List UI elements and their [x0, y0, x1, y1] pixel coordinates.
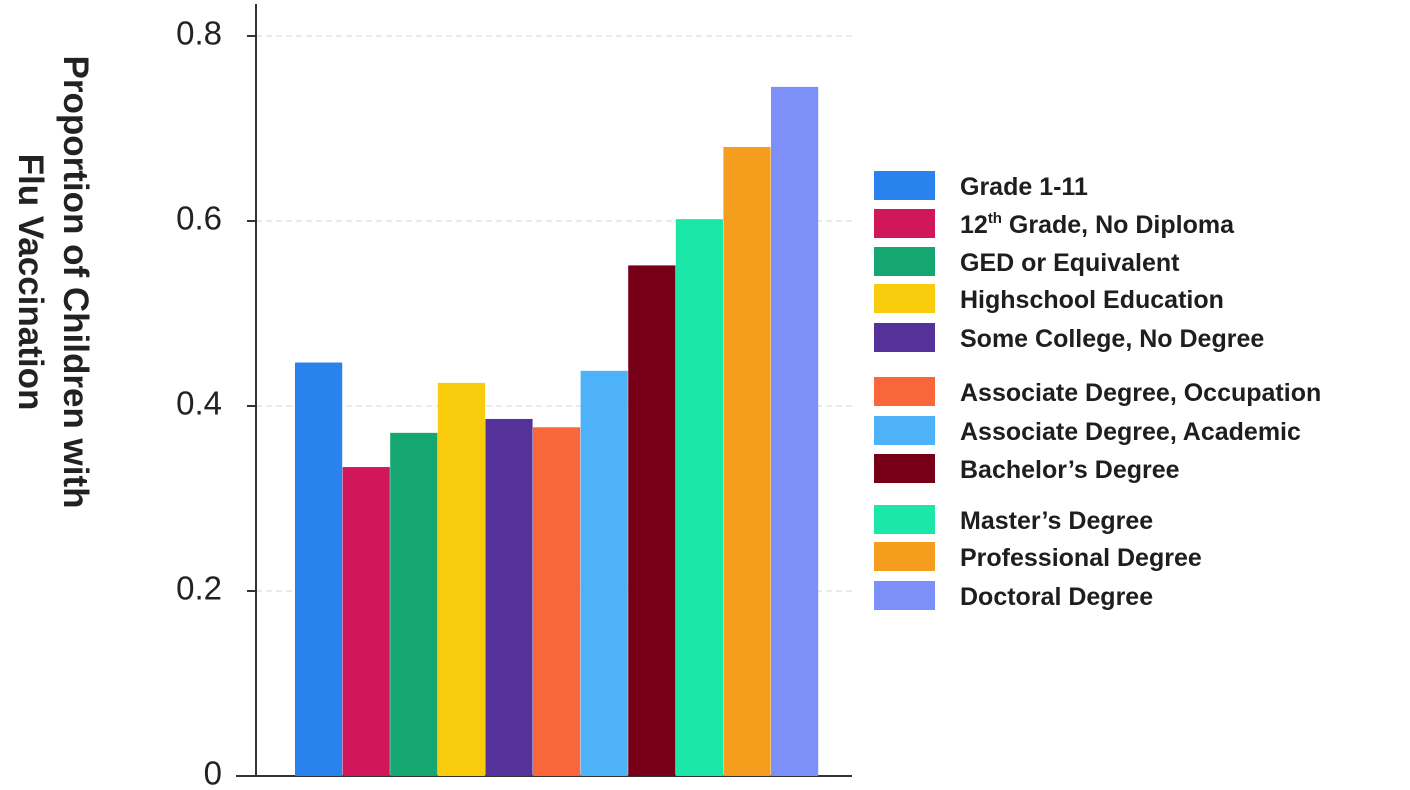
legend-label: Highschool Education: [960, 286, 1224, 314]
legend-swatch: [874, 377, 935, 406]
legend-entry: 12th Grade, No Diploma: [960, 210, 1235, 239]
legend-entry: GED or Equivalent: [960, 249, 1180, 277]
legend-label: Associate Degree, Academic: [960, 418, 1301, 446]
legend-swatch: [874, 542, 935, 571]
legend-entry: Grade 1-11: [960, 173, 1088, 201]
legend-label: 12: [960, 211, 988, 239]
legend-entry: Bachelor’s Degree: [960, 456, 1180, 484]
legend-entry: Associate Degree, Occupation: [960, 379, 1321, 407]
y-axis-label-line-1: Proportion of Children with: [56, 55, 95, 508]
y-axis-label: Proportion of Children with Flu Vaccinat…: [11, 55, 95, 508]
y-tick-label: 0: [204, 755, 222, 790]
y-axis-label-line-2: Flu Vaccination: [11, 154, 50, 411]
y-tick-label: 0.6: [176, 200, 222, 237]
legend-label: Associate Degree, Occupation: [960, 379, 1321, 407]
bar: [390, 432, 438, 776]
bar: [771, 86, 819, 776]
y-tick-label: 0.8: [176, 15, 222, 52]
bar: [437, 382, 485, 776]
legend-swatch: [874, 581, 935, 610]
legend-swatch: [874, 247, 935, 276]
legend-label: Professional Degree: [960, 544, 1202, 572]
legend-entry: Master’s Degree: [960, 507, 1153, 535]
legend-label-rest: Grade, No Diploma: [1002, 211, 1235, 239]
legend-swatch: [874, 284, 935, 313]
legend-swatch: [874, 171, 935, 200]
bar: [342, 467, 390, 776]
legend-entry: Associate Degree, Academic: [960, 418, 1301, 446]
bar: [580, 370, 628, 776]
legend-swatch: [874, 505, 935, 534]
legend-label: Grade 1-11: [960, 173, 1088, 201]
bar: [675, 219, 723, 776]
legend-entry: Highschool Education: [960, 286, 1224, 314]
y-tick-label: 0.4: [176, 385, 222, 422]
legend-entry: Doctoral Degree: [960, 583, 1153, 611]
legend-swatch: [874, 209, 935, 238]
legend-label: Doctoral Degree: [960, 583, 1153, 611]
legend-label-superscript: th: [988, 210, 1002, 227]
bars: [295, 86, 819, 776]
legend-entry: Professional Degree: [960, 544, 1202, 572]
legend-swatch: [874, 416, 935, 445]
y-tick-label: 0.2: [176, 570, 222, 607]
legend: Grade 1-11 12th Grade, No Diploma GED or E…: [874, 171, 1321, 611]
bar: [533, 427, 581, 776]
bar: [628, 265, 676, 776]
legend-swatch: [874, 323, 935, 352]
legend-label: GED or Equivalent: [960, 249, 1180, 277]
legend-swatch: [874, 454, 935, 483]
legend-label: Some College, No Degree: [960, 325, 1264, 353]
legend-entry: Some College, No Degree: [960, 325, 1264, 353]
bar: [295, 362, 343, 776]
bar: [723, 147, 771, 776]
y-tick-labels: 0 0.2 0.4 0.6 0.8: [176, 15, 256, 790]
legend-label: Bachelor’s Degree: [960, 456, 1180, 484]
legend-label: Master’s Degree: [960, 507, 1153, 535]
bar: [485, 418, 533, 776]
